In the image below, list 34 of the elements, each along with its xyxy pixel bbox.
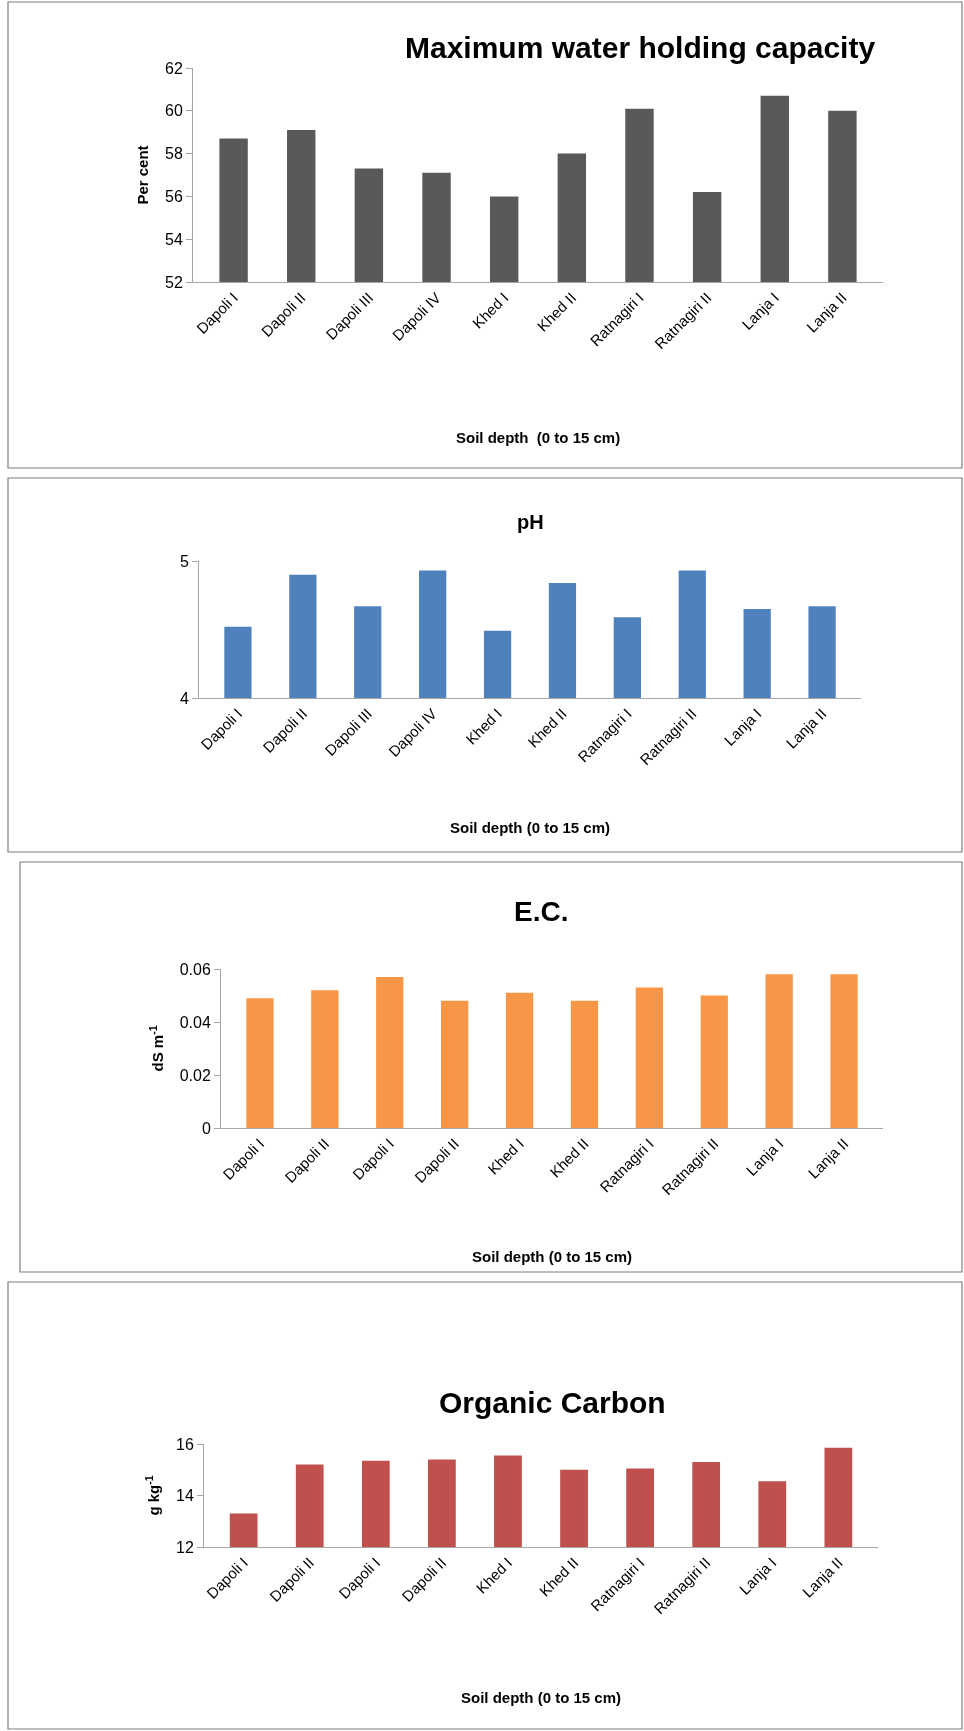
y-tick-label: 56 <box>165 188 183 205</box>
bar <box>570 1000 599 1128</box>
y-tick-label: 14 <box>176 1487 194 1505</box>
bar <box>441 1000 469 1128</box>
y-tick-label: 58 <box>165 145 183 163</box>
chart-title: E.C. <box>514 896 569 927</box>
y-tick-label: 0.02 <box>179 1066 211 1084</box>
bar <box>505 992 534 1128</box>
y-tick-label: 62 <box>165 59 183 77</box>
y-tick-label: 12 <box>176 1538 194 1556</box>
y-tick-label: 54 <box>165 230 183 248</box>
bar <box>635 987 663 1128</box>
chart-title: pH <box>517 511 544 533</box>
bar <box>765 974 793 1128</box>
y-tick-label: 0.04 <box>179 1013 211 1031</box>
bar <box>311 990 339 1128</box>
x-axis-title: Soil depth (0 to 15 cm) <box>456 429 621 446</box>
y-tick-label: 60 <box>165 102 183 120</box>
x-axis-title: Soil depth (0 to 15 cm) <box>461 1689 622 1706</box>
y-tick-label: 0.06 <box>179 960 211 978</box>
y-tick-label: 52 <box>165 273 183 291</box>
y-tick-label: 5 <box>179 552 189 570</box>
y-tick-label: 0 <box>201 1119 211 1137</box>
y-axis-title: Per cent <box>134 145 152 205</box>
y-tick-label: 16 <box>176 1435 194 1453</box>
y-tick-label: 4 <box>179 689 189 707</box>
bar <box>830 974 858 1128</box>
bar <box>376 976 404 1128</box>
chart-title: Maximum water holding capacity <box>405 31 876 64</box>
bar <box>246 998 274 1128</box>
x-axis-title: Soil depth (0 to 15 cm) <box>450 819 611 836</box>
bar <box>700 995 728 1128</box>
chart-title: Organic Carbon <box>439 1386 666 1419</box>
x-axis-title: Soil depth (0 to 15 cm) <box>472 1248 633 1265</box>
